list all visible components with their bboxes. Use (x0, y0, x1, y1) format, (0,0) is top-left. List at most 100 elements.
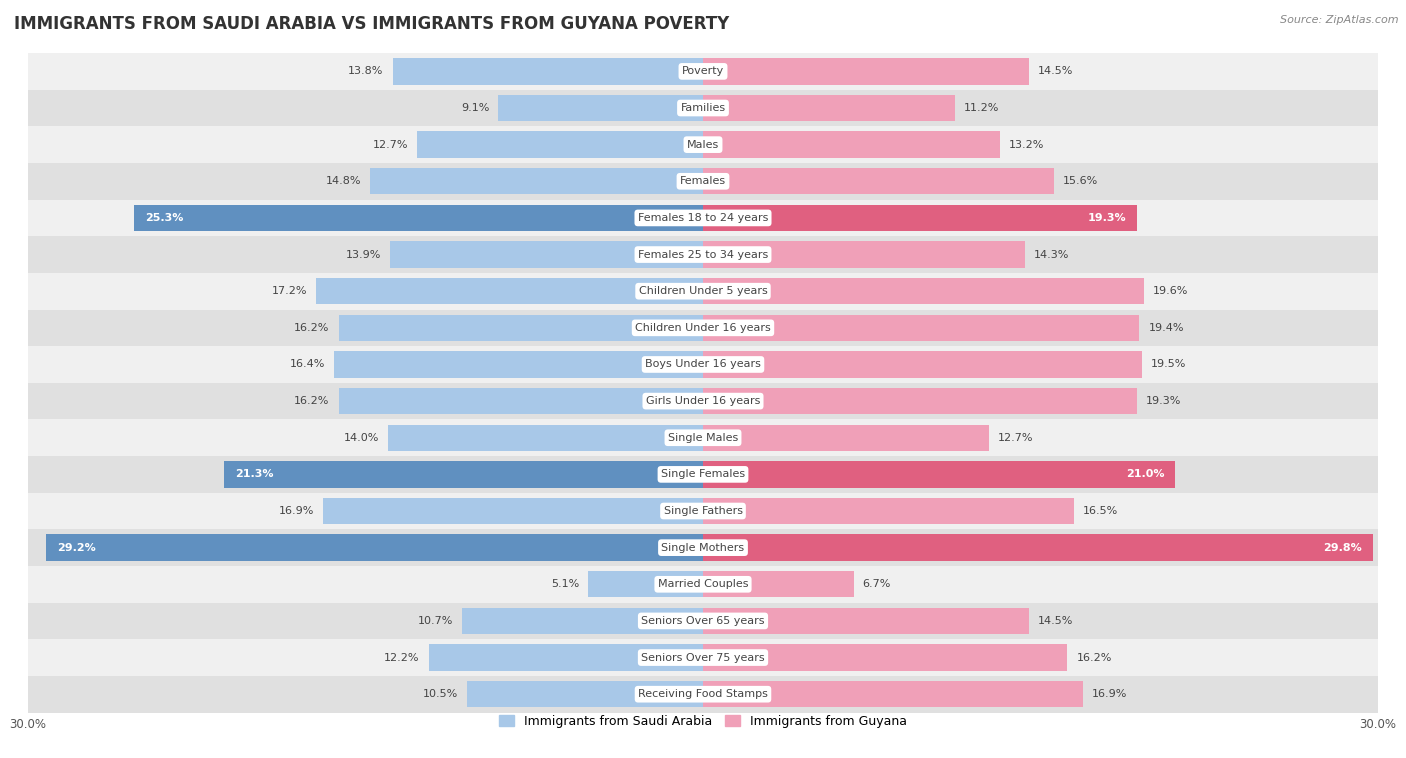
Bar (703, 351, 1142, 377)
Text: Seniors Over 75 years: Seniors Over 75 years (641, 653, 765, 662)
Bar (28, 236, 1378, 273)
Bar (392, 58, 703, 85)
Text: 21.0%: 21.0% (1126, 469, 1164, 479)
Text: Females: Females (681, 177, 725, 186)
Bar (463, 608, 703, 634)
Text: 12.7%: 12.7% (373, 139, 408, 149)
Bar (28, 273, 1378, 309)
Bar (703, 571, 853, 597)
Bar (28, 383, 1378, 419)
Text: IMMIGRANTS FROM SAUDI ARABIA VS IMMIGRANTS FROM GUYANA POVERTY: IMMIGRANTS FROM SAUDI ARABIA VS IMMIGRAN… (14, 15, 730, 33)
Text: 14.8%: 14.8% (326, 177, 361, 186)
Text: 13.9%: 13.9% (346, 249, 381, 259)
Text: 16.2%: 16.2% (1077, 653, 1112, 662)
Bar (703, 315, 1139, 341)
Bar (323, 498, 703, 525)
Bar (418, 131, 703, 158)
Text: Males: Males (688, 139, 718, 149)
Bar (28, 529, 1378, 566)
Text: Children Under 5 years: Children Under 5 years (638, 287, 768, 296)
Bar (339, 315, 703, 341)
Bar (370, 168, 703, 195)
Text: 14.5%: 14.5% (1038, 616, 1074, 626)
Text: 9.1%: 9.1% (461, 103, 489, 113)
Text: 16.9%: 16.9% (1092, 689, 1128, 699)
Bar (703, 58, 1029, 85)
Text: 14.0%: 14.0% (343, 433, 380, 443)
Bar (339, 388, 703, 415)
Text: 19.6%: 19.6% (1153, 287, 1188, 296)
Bar (316, 278, 703, 305)
Bar (28, 639, 1378, 676)
Text: 21.3%: 21.3% (235, 469, 274, 479)
Bar (703, 608, 1029, 634)
Text: 19.4%: 19.4% (1149, 323, 1184, 333)
Text: 19.3%: 19.3% (1146, 396, 1181, 406)
Bar (703, 241, 1025, 268)
Text: 11.2%: 11.2% (965, 103, 1000, 113)
Text: Poverty: Poverty (682, 67, 724, 77)
Bar (28, 456, 1378, 493)
Bar (429, 644, 703, 671)
Bar (703, 205, 1137, 231)
Text: Single Females: Single Females (661, 469, 745, 479)
Bar (703, 424, 988, 451)
Bar (28, 53, 1378, 89)
Bar (28, 676, 1378, 713)
Bar (498, 95, 703, 121)
Bar (703, 498, 1074, 525)
Bar (134, 205, 703, 231)
Bar (46, 534, 703, 561)
Text: Females 25 to 34 years: Females 25 to 34 years (638, 249, 768, 259)
Text: 16.5%: 16.5% (1083, 506, 1118, 516)
Bar (28, 493, 1378, 529)
Text: Receiving Food Stamps: Receiving Food Stamps (638, 689, 768, 699)
Bar (388, 424, 703, 451)
Bar (224, 461, 703, 487)
Text: 16.2%: 16.2% (294, 396, 329, 406)
Text: 14.5%: 14.5% (1038, 67, 1074, 77)
Text: 12.7%: 12.7% (998, 433, 1033, 443)
Text: 16.9%: 16.9% (278, 506, 314, 516)
Text: 19.5%: 19.5% (1150, 359, 1187, 369)
Bar (28, 566, 1378, 603)
Legend: Immigrants from Saudi Arabia, Immigrants from Guyana: Immigrants from Saudi Arabia, Immigrants… (494, 709, 912, 733)
Bar (703, 388, 1137, 415)
Bar (703, 644, 1067, 671)
Text: Single Mothers: Single Mothers (661, 543, 745, 553)
Bar (391, 241, 703, 268)
Text: Married Couples: Married Couples (658, 579, 748, 589)
Text: Single Males: Single Males (668, 433, 738, 443)
Text: Single Fathers: Single Fathers (664, 506, 742, 516)
Bar (703, 534, 1374, 561)
Text: 10.7%: 10.7% (418, 616, 453, 626)
Bar (703, 681, 1083, 707)
Bar (28, 309, 1378, 346)
Bar (703, 131, 1000, 158)
Text: Girls Under 16 years: Girls Under 16 years (645, 396, 761, 406)
Text: 29.8%: 29.8% (1323, 543, 1362, 553)
Bar (588, 571, 703, 597)
Text: 13.2%: 13.2% (1010, 139, 1045, 149)
Text: 12.2%: 12.2% (384, 653, 419, 662)
Bar (703, 95, 955, 121)
Bar (335, 351, 703, 377)
Text: 13.8%: 13.8% (349, 67, 384, 77)
Bar (28, 163, 1378, 199)
Bar (28, 603, 1378, 639)
Text: 16.4%: 16.4% (290, 359, 325, 369)
Text: Seniors Over 65 years: Seniors Over 65 years (641, 616, 765, 626)
Text: Source: ZipAtlas.com: Source: ZipAtlas.com (1281, 15, 1399, 25)
Text: 5.1%: 5.1% (551, 579, 579, 589)
Text: 14.3%: 14.3% (1033, 249, 1069, 259)
Bar (703, 461, 1175, 487)
Text: 10.5%: 10.5% (423, 689, 458, 699)
Text: 25.3%: 25.3% (145, 213, 183, 223)
Bar (467, 681, 703, 707)
Bar (28, 89, 1378, 127)
Text: Females 18 to 24 years: Females 18 to 24 years (638, 213, 768, 223)
Text: 6.7%: 6.7% (863, 579, 891, 589)
Text: 15.6%: 15.6% (1063, 177, 1098, 186)
Text: 19.3%: 19.3% (1087, 213, 1126, 223)
Bar (28, 199, 1378, 236)
